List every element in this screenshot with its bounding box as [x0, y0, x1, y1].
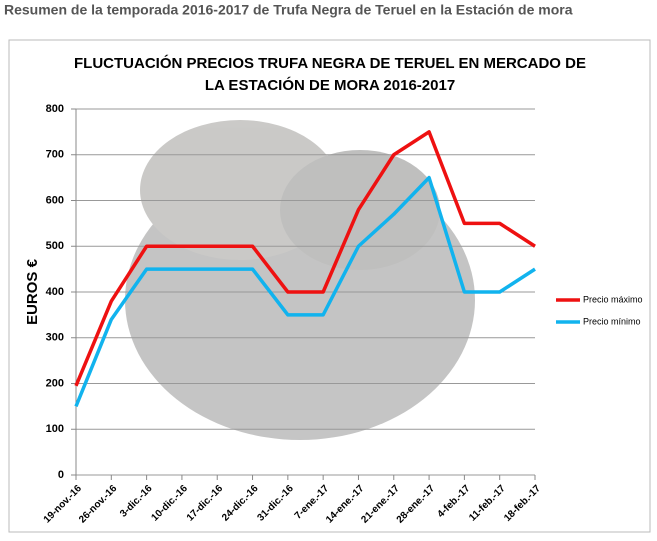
chart-frame: [8, 39, 651, 533]
y-tick-label: 800: [46, 103, 64, 115]
page-heading: Resumen de la temporada 2016-2017 de Tru…: [4, 2, 573, 18]
y-tick-label: 400: [46, 286, 64, 298]
legend-label: Precio máximo: [583, 294, 643, 304]
chart-title: LA ESTACIÓN DE MORA 2016-2017: [205, 76, 455, 94]
legend-label: Precio mínimo: [583, 316, 641, 326]
y-tick-label: 100: [46, 423, 64, 435]
y-tick-label: 700: [46, 149, 64, 161]
y-axis-label: EUROS €: [24, 258, 41, 325]
series-line: [74, 130, 536, 387]
y-tick-label: 0: [58, 469, 64, 481]
y-tick-label: 500: [46, 240, 64, 252]
series-line: [74, 175, 536, 408]
y-tick-label: 600: [46, 194, 64, 206]
y-tick-label: 300: [46, 332, 64, 344]
chart-title: FLUCTUACIÓN PRECIOS TRUFA NEGRA DE TERUE…: [74, 54, 586, 72]
y-tick-label: 200: [46, 377, 64, 389]
